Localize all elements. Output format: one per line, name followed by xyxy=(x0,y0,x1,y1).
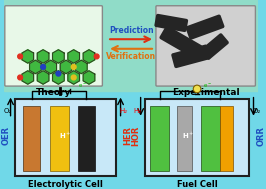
Text: Experimental: Experimental xyxy=(172,88,239,97)
Polygon shape xyxy=(83,71,95,84)
Text: ORR: ORR xyxy=(257,126,266,146)
Text: H$^+$: H$^+$ xyxy=(59,131,71,141)
Bar xyxy=(220,106,234,171)
Text: H$^+$: H$^+$ xyxy=(182,131,195,141)
Polygon shape xyxy=(37,71,49,84)
Bar xyxy=(15,99,116,176)
FancyBboxPatch shape xyxy=(185,15,225,40)
Polygon shape xyxy=(22,50,34,63)
Polygon shape xyxy=(60,60,72,74)
Circle shape xyxy=(18,54,23,59)
Text: Fuel Cell: Fuel Cell xyxy=(177,180,217,189)
Polygon shape xyxy=(30,60,41,74)
Text: Electrolytic Cell: Electrolytic Cell xyxy=(28,180,102,189)
Bar xyxy=(150,106,169,171)
Bar xyxy=(146,99,249,176)
Circle shape xyxy=(71,65,76,69)
FancyBboxPatch shape xyxy=(171,44,210,68)
FancyBboxPatch shape xyxy=(200,33,229,60)
Polygon shape xyxy=(68,50,80,63)
Bar xyxy=(201,106,220,171)
Text: OER: OER xyxy=(1,126,10,145)
Text: O₂: O₂ xyxy=(3,108,12,114)
Bar xyxy=(23,106,40,171)
Circle shape xyxy=(41,65,45,69)
Text: e$^-$: e$^-$ xyxy=(77,82,86,90)
Text: HOR: HOR xyxy=(131,126,140,146)
Bar xyxy=(50,106,69,171)
Bar xyxy=(177,106,192,171)
Circle shape xyxy=(193,85,201,93)
Bar xyxy=(77,106,95,171)
Text: H₂: H₂ xyxy=(134,108,142,114)
Polygon shape xyxy=(53,71,64,84)
Polygon shape xyxy=(76,60,87,74)
Circle shape xyxy=(18,75,23,80)
Polygon shape xyxy=(68,71,80,84)
Polygon shape xyxy=(45,60,57,74)
Polygon shape xyxy=(83,50,95,63)
Circle shape xyxy=(94,54,99,59)
Text: H₂: H₂ xyxy=(119,108,127,114)
Bar xyxy=(4,0,258,91)
Polygon shape xyxy=(53,50,64,63)
Text: HER: HER xyxy=(124,126,133,145)
Text: Theory: Theory xyxy=(36,88,71,97)
Circle shape xyxy=(56,71,61,76)
Polygon shape xyxy=(37,50,49,63)
Text: Prediction: Prediction xyxy=(109,26,153,35)
FancyBboxPatch shape xyxy=(156,6,255,86)
Circle shape xyxy=(71,75,76,80)
Polygon shape xyxy=(22,71,34,84)
FancyBboxPatch shape xyxy=(5,6,102,86)
FancyBboxPatch shape xyxy=(154,14,188,32)
FancyBboxPatch shape xyxy=(159,26,202,59)
Text: e$^-$: e$^-$ xyxy=(203,82,212,90)
Text: O₂: O₂ xyxy=(252,108,260,114)
Text: Verification: Verification xyxy=(106,52,156,61)
